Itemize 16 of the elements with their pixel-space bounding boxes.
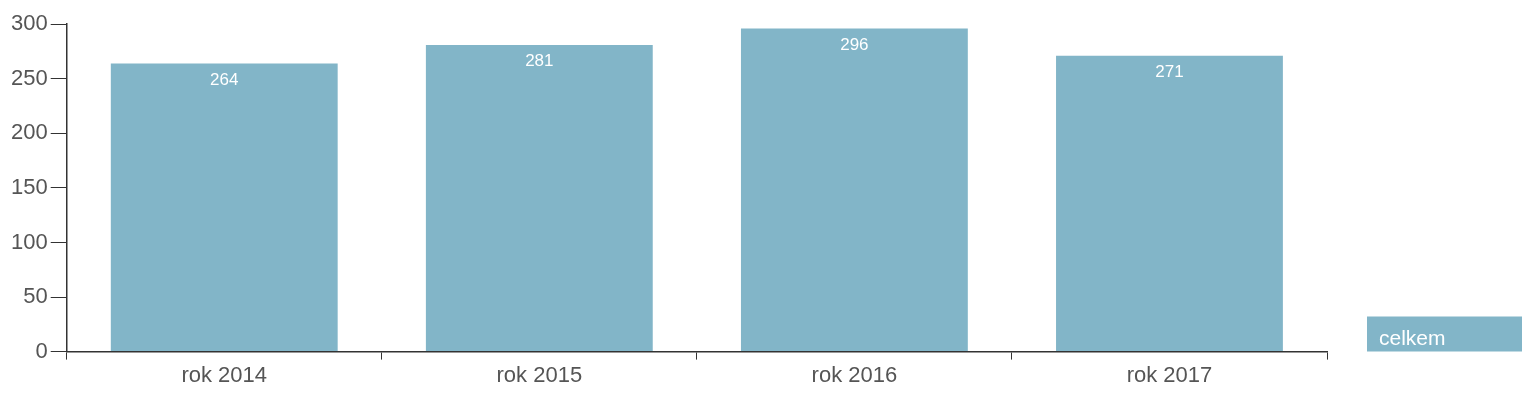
data-label: 296 bbox=[840, 34, 869, 54]
data-label: 271 bbox=[1155, 62, 1184, 82]
x-tick-label: rok 2015 bbox=[496, 361, 583, 387]
data-label: 281 bbox=[525, 51, 554, 71]
y-tick-label: 100 bbox=[10, 228, 48, 254]
y-tick-label: 150 bbox=[10, 173, 48, 199]
x-tick-label: rok 2016 bbox=[811, 361, 898, 387]
y-tick-label: 200 bbox=[10, 119, 48, 145]
y-tick-label: 0 bbox=[35, 337, 48, 363]
text: celkem bbox=[1379, 325, 1446, 349]
x-tick-label: rok 2014 bbox=[181, 361, 268, 387]
y-tick-label: 250 bbox=[10, 64, 48, 90]
data-label: 264 bbox=[210, 69, 239, 89]
x-tick-label: rok 2017 bbox=[1126, 361, 1213, 387]
y-tick-label: 300 bbox=[10, 10, 48, 36]
y-tick-label: 50 bbox=[23, 283, 48, 309]
